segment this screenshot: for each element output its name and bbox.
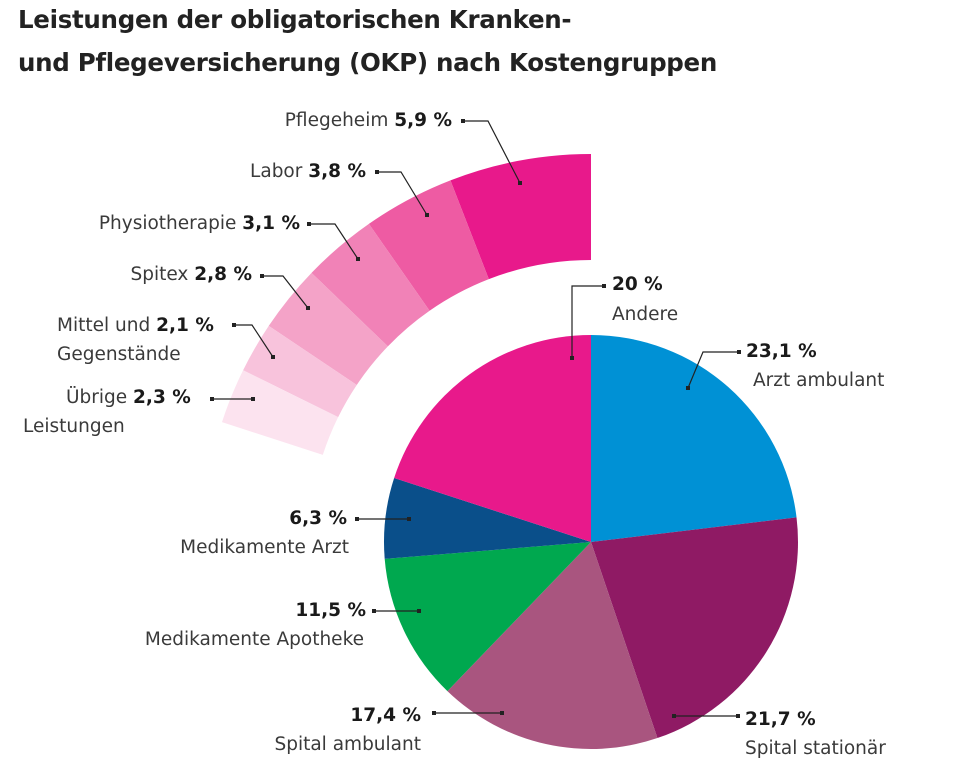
leader-dot-medikamente-apotheke (372, 609, 376, 613)
leader-line-arzt-ambulant (687, 351, 739, 389)
leader-dot-spitex (306, 306, 310, 310)
leader-dot-arzt-ambulant (737, 350, 741, 354)
label-medikamente-arzt: Medikamente Arzt (180, 537, 349, 558)
label-mittel-line2: Gegenstände (57, 344, 181, 365)
label-uebrige: Übrige 2,3 % (66, 387, 191, 408)
pie-slice-medikamente-apotheke (384, 542, 591, 692)
leader-dot-arzt-ambulant (686, 386, 690, 390)
label-physiotherapie: Physiotherapie 3,1 % (98, 213, 300, 234)
leader-dot-spital-ambulant (500, 711, 504, 715)
label-spitex: Spitex 2,8 % (130, 264, 252, 285)
leader-dot-spital-stationaer (736, 714, 740, 718)
label-arzt-ambulant: Arzt ambulant (753, 370, 885, 391)
pie-slice-spital-station-r (591, 517, 798, 739)
value-arzt-ambulant: 23,1 % (746, 341, 817, 362)
pie-slice-spital-ambulant (447, 542, 658, 749)
ring-segment-pflegeheim (450, 154, 591, 280)
leader-dot-physiotherapie (356, 257, 360, 261)
value-spital-stationaer: 21,7 % (745, 709, 816, 730)
leader-dot-spitex (260, 274, 264, 278)
leader-line-labor (377, 171, 428, 216)
pie-slice-andere (394, 335, 591, 542)
chart-title-line2: und Pflegeversicherung (OKP) nach Kosten… (18, 48, 717, 77)
leader-dot-medikamente-arzt (407, 517, 411, 521)
ring-segment-mittel-und-gegenst-nde (243, 325, 357, 418)
leader-dot-uebrige (210, 397, 214, 401)
leader-dot-andere (570, 356, 574, 360)
leader-dot-medikamente-arzt (355, 517, 359, 521)
label-pflegeheim: Pflegeheim 5,9 % (284, 110, 452, 131)
label-spital-stationaer: Spital stationär (745, 738, 886, 759)
leader-dot-mittel (271, 355, 275, 359)
leader-dot-spital-ambulant (432, 711, 436, 715)
leader-dot-labor (375, 170, 379, 174)
value-medikamente-arzt: 6,3 % (289, 508, 347, 529)
label-labor: Labor 3,8 % (250, 161, 366, 182)
leader-dot-spital-stationaer (672, 714, 676, 718)
value-andere: 20 % (612, 274, 663, 295)
label-medikamente-apotheke: Medikamente Apotheke (144, 629, 364, 650)
leader-dot-physiotherapie (307, 222, 311, 226)
ring-segment--brige-leistungen (221, 370, 339, 455)
leader-line-physiotherapie (309, 223, 359, 260)
leader-dot-mittel (232, 323, 236, 327)
ring-segment-spitex (268, 272, 388, 385)
leader-dot-pflegeheim (461, 119, 465, 123)
label-andere: Andere (612, 304, 679, 325)
leader-dot-medikamente-apotheke (417, 609, 421, 613)
leader-dot-uebrige (251, 397, 255, 401)
pie-slice-medikamente-arzt (384, 478, 591, 559)
label-uebrige-line2: Leistungen (23, 416, 125, 437)
value-medikamente-apotheke: 11,5 % (295, 600, 366, 621)
ring-segment-labor (368, 180, 489, 311)
leader-line-mittel (234, 324, 274, 358)
leader-line-andere (571, 285, 604, 358)
value-spital-ambulant: 17,4 % (350, 705, 421, 726)
leader-dot-andere (602, 284, 606, 288)
label-mittel: Mittel und 2,1 % (57, 315, 214, 336)
leader-line-pflegeheim (463, 120, 521, 184)
chart-title-line1: Leistungen der obligatorischen Kranken- (18, 5, 572, 34)
ring-segment-physiotherapie (311, 223, 430, 347)
leader-dot-labor (425, 213, 429, 217)
label-spital-ambulant: Spital ambulant (274, 734, 421, 755)
leader-dot-pflegeheim (518, 181, 522, 185)
leader-line-spitex (262, 275, 309, 309)
pie-slice-arzt-ambulant (591, 335, 797, 542)
